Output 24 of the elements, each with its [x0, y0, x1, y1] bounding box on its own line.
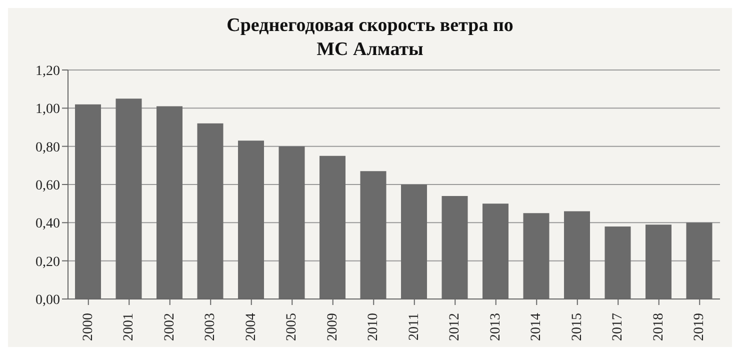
y-tick-label: 1,00	[36, 102, 60, 118]
y-tick-label: 0,80	[36, 140, 60, 156]
x-tick-label: 2012	[448, 313, 463, 341]
x-tick-label: 2010	[366, 313, 382, 341]
x-tick-label: 2014	[529, 313, 544, 341]
x-tick-label: 2000	[80, 313, 96, 341]
x-tick-label: 2018	[651, 313, 666, 341]
x-tick-label: 2001	[122, 313, 137, 341]
x-tick-label: 2003	[203, 313, 218, 341]
x-tick-label: 2017	[610, 313, 626, 341]
x-tick-label: 2002	[162, 313, 178, 341]
x-tick-label: 2011	[406, 313, 422, 340]
y-tick-label: 0,00	[36, 292, 60, 308]
y-tick-label: 1,20	[36, 64, 60, 79]
x-tick-label: 2013	[488, 313, 504, 341]
y-tick-label: 0,20	[36, 254, 60, 270]
x-tick-label: 2005	[284, 313, 300, 341]
x-tick-label: 2004	[244, 313, 259, 341]
chart-title: Среднегодовая скорость ветра по МС Алматы	[226, 14, 514, 62]
x-tick-label: 2015	[570, 313, 585, 341]
y-tick-label: 0,40	[36, 216, 60, 232]
y-tick-label: 0,60	[36, 178, 60, 194]
x-tick-label: 2019	[692, 313, 708, 341]
x-tick-label: 2009	[325, 313, 340, 341]
